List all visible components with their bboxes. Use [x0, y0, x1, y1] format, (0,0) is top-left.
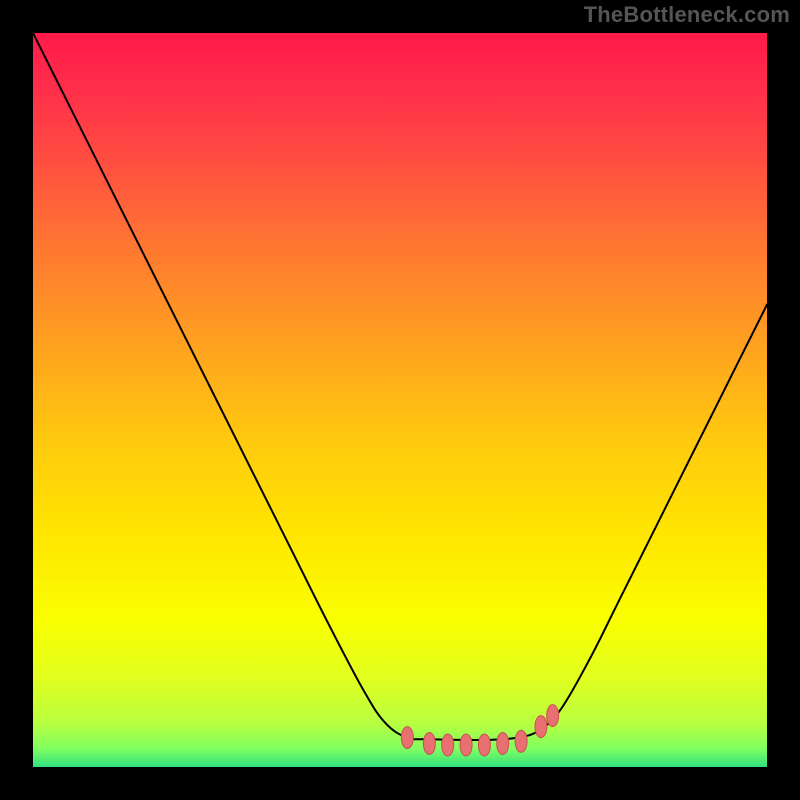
watermark-text: TheBottleneck.com [584, 2, 790, 28]
data-marker [401, 727, 413, 749]
marker-group [401, 705, 558, 756]
data-marker [423, 733, 435, 755]
plot-area [33, 33, 767, 767]
curve-layer [33, 33, 767, 767]
data-marker [535, 716, 547, 738]
data-marker [547, 705, 559, 727]
chart-container: TheBottleneck.com [0, 0, 800, 800]
data-marker [478, 734, 490, 756]
data-marker [460, 734, 472, 756]
bottleneck-curve [33, 33, 767, 740]
data-marker [442, 734, 454, 756]
data-marker [497, 733, 509, 755]
data-marker [515, 730, 527, 752]
